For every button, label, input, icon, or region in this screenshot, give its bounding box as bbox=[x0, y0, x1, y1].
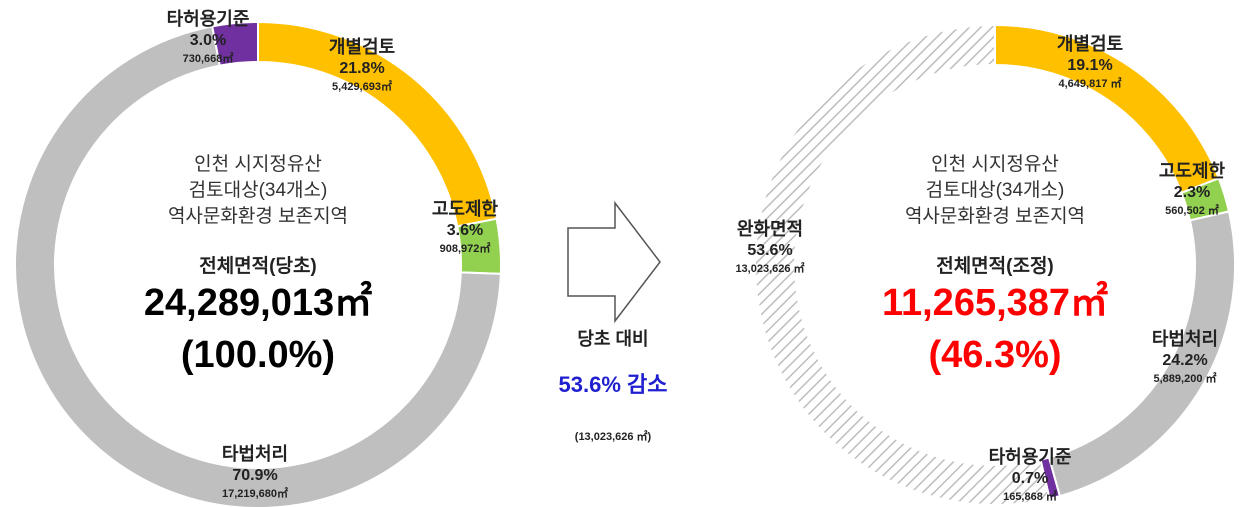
total-area: 11,265,387㎡ bbox=[882, 281, 1108, 324]
total-title: 전체면적(당초) bbox=[199, 255, 317, 277]
segment-percent: 3.6% bbox=[447, 222, 483, 239]
segment-name: 개별검토 bbox=[1057, 34, 1123, 54]
segment-percent: 0.7% bbox=[1012, 470, 1048, 487]
segment-area: 5,889,200 ㎡ bbox=[1154, 371, 1217, 385]
segment-percent: 24.2% bbox=[1162, 352, 1207, 369]
total-area: 24,289,013㎡ bbox=[144, 281, 372, 324]
total-share: (100.0%) bbox=[181, 334, 335, 376]
segment-name: 타허용기준 bbox=[989, 447, 1072, 467]
segment-name: 고도제한 bbox=[432, 199, 499, 219]
comparison-label: 당초 대비 bbox=[577, 329, 648, 349]
segment-name: 타허용기준 bbox=[167, 9, 250, 29]
segment-area: 5,429,693㎡ bbox=[332, 79, 392, 93]
segment-area: 13,023,626 ㎡ bbox=[735, 261, 804, 275]
segment-name: 타법처리 bbox=[222, 444, 288, 464]
segment-percent: 3.0% bbox=[190, 32, 226, 49]
center-line: 인천 시지정유산 bbox=[931, 153, 1059, 175]
segment-percent: 2.3% bbox=[1174, 184, 1210, 201]
center-line: 역사문화환경 보존지역 bbox=[168, 205, 348, 227]
center-line: 검토대상(34개소) bbox=[926, 179, 1065, 201]
segment-area: 730,668㎡ bbox=[183, 51, 234, 65]
donut-segment bbox=[754, 23, 1051, 506]
center-line: 역사문화환경 보존지역 bbox=[905, 205, 1085, 227]
segment-area: 560,502 ㎡ bbox=[1165, 203, 1219, 217]
segment-name: 완화면적 bbox=[737, 219, 803, 239]
segment-name: 개별검토 bbox=[329, 37, 395, 57]
segment-percent: 53.6% bbox=[747, 242, 792, 259]
arrow bbox=[567, 200, 661, 324]
total-title: 전체면적(조정) bbox=[936, 255, 1054, 277]
comparison-area: (13,023,626 ㎡) bbox=[575, 429, 652, 443]
segment-name: 타법처리 bbox=[1152, 329, 1218, 349]
segment-area: 165,868 ㎡ bbox=[1003, 489, 1057, 503]
segment-area: 908,972㎡ bbox=[440, 241, 491, 255]
segment-area: 17,219,680㎡ bbox=[222, 486, 288, 500]
center-line: 인천 시지정유산 bbox=[194, 153, 322, 175]
total-share: (46.3%) bbox=[928, 334, 1061, 376]
segment-percent: 21.8% bbox=[339, 60, 384, 77]
center-line: 검토대상(34개소) bbox=[189, 179, 328, 201]
comparison-change: 53.6% 감소 bbox=[559, 372, 668, 397]
segment-percent: 19.1% bbox=[1067, 57, 1112, 74]
segment-percent: 70.9% bbox=[232, 467, 277, 484]
segment-name: 고도제한 bbox=[1159, 161, 1226, 181]
segment-area: 4,649,817 ㎡ bbox=[1059, 76, 1122, 90]
